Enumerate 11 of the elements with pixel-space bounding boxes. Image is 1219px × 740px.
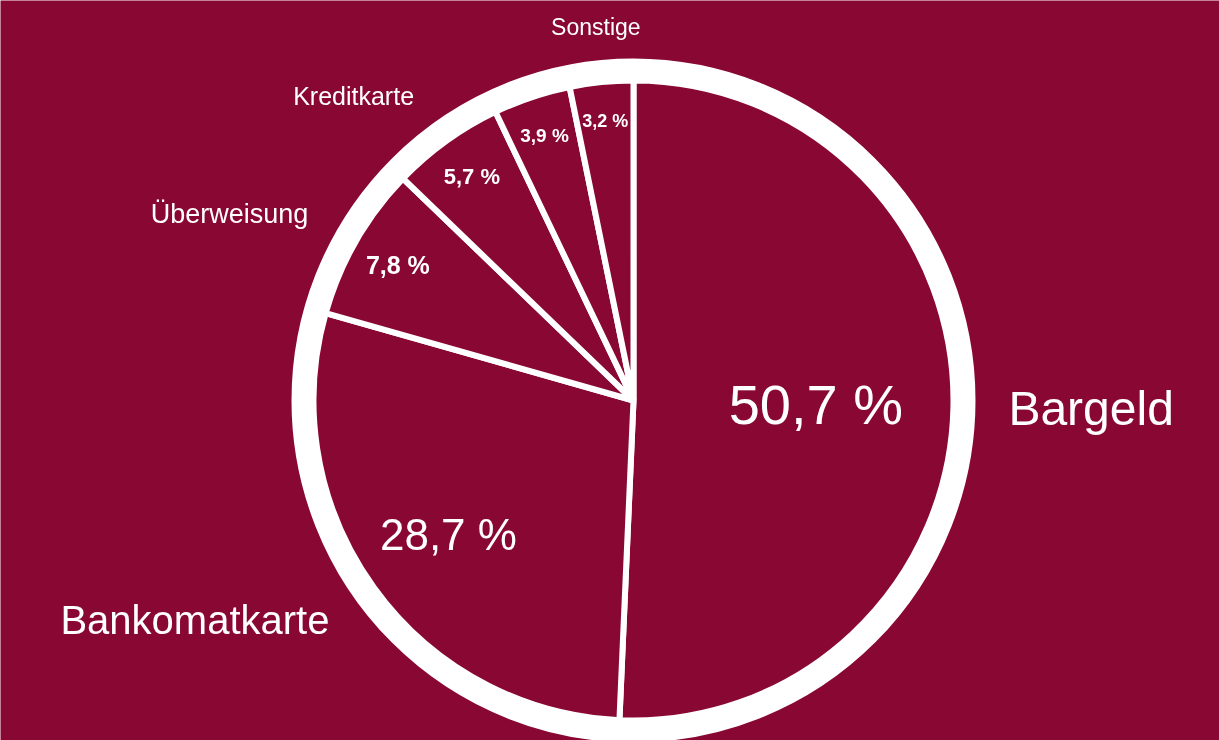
data-label: 50,7 % [728,373,904,437]
data-label: 3,9 % [520,124,569,146]
slice-label: Bankomatkarte [60,597,330,642]
slice-label: Bargeld [1008,382,1174,436]
slice-label: Sonstige [551,14,641,41]
data-label: 7,8 % [365,251,430,280]
slice-label: Überweisung [150,198,309,229]
data-label: 3,2 % [582,110,629,131]
data-label: 5,7 % [443,164,501,190]
slice-label: Kreditkarte [293,82,415,111]
data-label: 28,7 % [379,509,517,559]
